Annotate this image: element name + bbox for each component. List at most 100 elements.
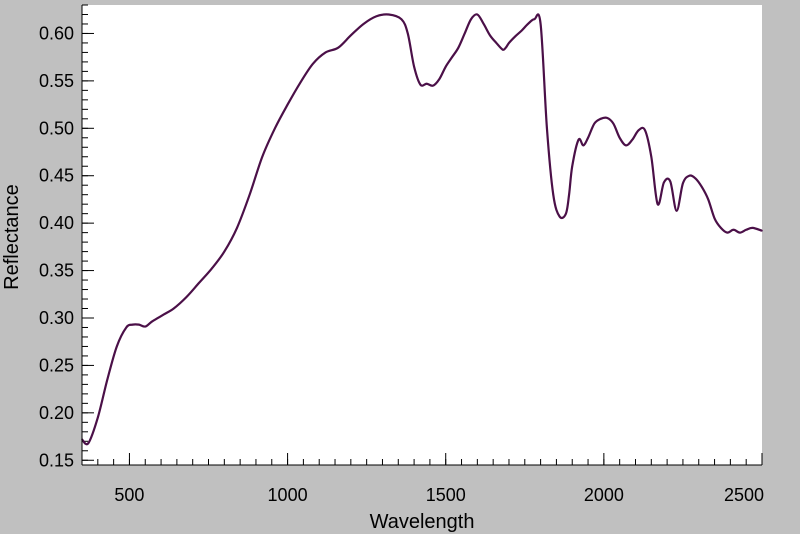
data-point bbox=[505, 46, 507, 49]
data-point bbox=[97, 416, 99, 419]
data-point bbox=[406, 32, 409, 35]
data-point bbox=[350, 34, 352, 37]
data-point bbox=[362, 23, 365, 25]
data-point bbox=[726, 231, 729, 234]
data-point bbox=[312, 63, 314, 65]
x-tick-label: 2500 bbox=[724, 485, 764, 505]
data-point bbox=[125, 326, 128, 329]
data-point bbox=[413, 65, 415, 68]
data-point bbox=[612, 122, 615, 125]
plot-area bbox=[82, 5, 762, 465]
data-point bbox=[739, 231, 741, 234]
y-tick-label: 0.60 bbox=[39, 23, 74, 43]
data-point bbox=[565, 212, 567, 215]
data-point bbox=[546, 127, 548, 130]
data-point bbox=[419, 83, 422, 86]
series-layer bbox=[81, 13, 763, 446]
data-point bbox=[489, 34, 491, 37]
data-point bbox=[172, 307, 175, 310]
data-point bbox=[694, 177, 697, 180]
y-tick-label: 0.30 bbox=[39, 308, 74, 328]
data-point bbox=[432, 84, 434, 87]
data-point bbox=[482, 23, 485, 25]
data-point bbox=[552, 193, 555, 196]
y-tick-label: 0.35 bbox=[39, 261, 74, 281]
data-point bbox=[337, 46, 339, 49]
data-point bbox=[198, 282, 200, 284]
data-point bbox=[495, 42, 498, 44]
data-point bbox=[568, 193, 570, 196]
data-point bbox=[688, 174, 691, 177]
axis-ticks bbox=[81, 4, 763, 465]
data-point bbox=[675, 210, 678, 212]
data-point bbox=[606, 117, 608, 119]
data-point bbox=[375, 15, 377, 18]
data-point bbox=[508, 42, 510, 44]
data-point bbox=[520, 29, 523, 32]
data-point bbox=[425, 82, 428, 85]
y-tick-label: 0.15 bbox=[39, 450, 74, 470]
data-point bbox=[582, 144, 585, 147]
x-tick-label: 2000 bbox=[584, 485, 624, 505]
data-point bbox=[223, 250, 226, 253]
data-point bbox=[669, 180, 672, 183]
data-point bbox=[106, 378, 109, 381]
data-point bbox=[745, 228, 747, 231]
data-point bbox=[587, 136, 589, 139]
data-point bbox=[637, 129, 640, 131]
data-point bbox=[131, 323, 134, 326]
data-point bbox=[476, 13, 479, 16]
data-point bbox=[631, 138, 634, 141]
data-point bbox=[761, 229, 763, 232]
data-point bbox=[248, 193, 251, 196]
y-tick-label: 0.55 bbox=[39, 71, 74, 91]
x-tick-label: 500 bbox=[114, 485, 144, 505]
data-point bbox=[558, 215, 561, 218]
data-point bbox=[514, 35, 517, 38]
data-point bbox=[644, 129, 646, 131]
data-point bbox=[732, 228, 735, 231]
data-point bbox=[387, 13, 390, 16]
data-point bbox=[451, 56, 453, 58]
data-point bbox=[438, 78, 441, 80]
data-point bbox=[163, 313, 166, 316]
data-point bbox=[261, 155, 264, 158]
x-axis-title: Wavelength bbox=[370, 511, 475, 533]
data-point bbox=[625, 144, 627, 147]
data-point bbox=[701, 186, 703, 188]
data-point bbox=[682, 182, 684, 185]
data-point bbox=[577, 138, 580, 141]
data-point bbox=[663, 181, 665, 184]
data-point bbox=[457, 46, 460, 49]
y-tick-label: 0.25 bbox=[39, 355, 74, 375]
data-point bbox=[299, 81, 302, 84]
y-tick-label: 0.50 bbox=[39, 118, 74, 138]
x-tick-label: 1000 bbox=[268, 485, 308, 505]
data-point bbox=[501, 48, 504, 51]
data-point bbox=[144, 325, 147, 328]
data-point bbox=[539, 23, 542, 25]
data-point bbox=[138, 323, 140, 326]
data-point bbox=[236, 227, 238, 229]
data-point bbox=[115, 345, 118, 348]
data-point bbox=[533, 18, 536, 21]
data-point bbox=[210, 267, 213, 270]
y-axis-title: Reflectance bbox=[1, 184, 23, 290]
data-point bbox=[157, 317, 159, 319]
data-point bbox=[656, 203, 659, 205]
data-point bbox=[571, 165, 574, 168]
x-tick-label: 1500 bbox=[426, 485, 466, 505]
data-point bbox=[400, 18, 403, 21]
data-point bbox=[444, 65, 447, 68]
data-point bbox=[274, 127, 276, 130]
data-point bbox=[618, 136, 621, 139]
data-point bbox=[286, 103, 289, 106]
y-tick-label: 0.45 bbox=[39, 166, 74, 186]
data-point bbox=[720, 227, 722, 229]
data-point bbox=[593, 122, 596, 125]
data-point bbox=[707, 198, 710, 201]
data-point bbox=[463, 32, 466, 35]
y-tick-label: 0.20 bbox=[39, 403, 74, 423]
data-point bbox=[713, 217, 716, 220]
